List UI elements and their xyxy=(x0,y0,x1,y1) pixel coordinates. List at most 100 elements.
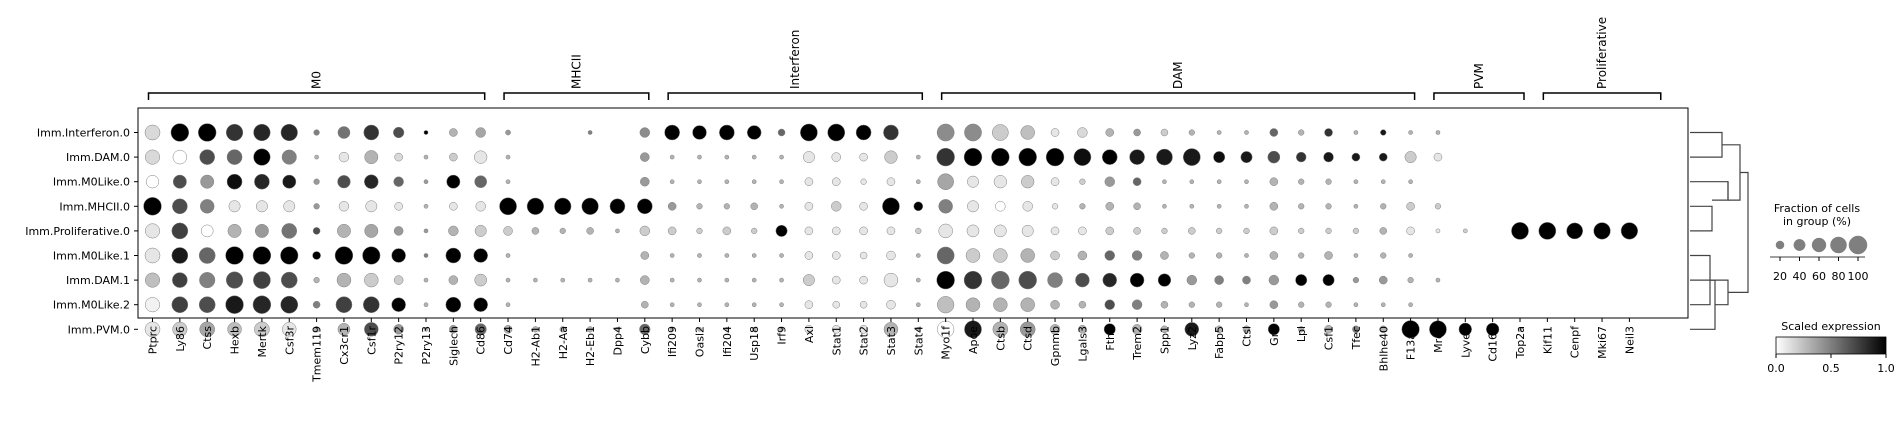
dot-Imm.DAM.1-Fth1 xyxy=(1102,272,1117,288)
dot-Imm.PVM.0-Fabp5 xyxy=(1215,325,1223,334)
gene-label: Csf1r xyxy=(365,326,378,355)
dot-Imm.M0Like.1-Csf3r xyxy=(280,246,299,265)
dot-Imm.M0Like.0-P2ry12 xyxy=(393,176,404,187)
dot-Imm.MHCII.0-Ctsb xyxy=(995,201,1006,212)
gene-label: Neil3 xyxy=(1623,326,1636,354)
dot-Imm.DAM.1-H2-Aa xyxy=(560,277,566,283)
dot-Imm.DAM.0-Cybb xyxy=(640,152,650,162)
dot-Imm.Proliferative.0-Dpp4 xyxy=(615,228,620,234)
gene-label: Mertk xyxy=(256,325,269,357)
gene-label: Ly86 xyxy=(174,326,187,352)
dot-Imm.M0Like.0-Csf3r xyxy=(282,174,297,189)
dot-Imm.DAM.1-Stat2 xyxy=(859,275,868,285)
dot-Imm.M0Like.1-Grn xyxy=(1269,251,1279,260)
size-legend-label: 60 xyxy=(1812,270,1826,283)
dot-Imm.MHCII.0-Gpnmb xyxy=(1051,203,1059,210)
dot-Imm.Proliferative.0-Fabp5 xyxy=(1216,227,1223,234)
gene-label: Hexb xyxy=(229,326,242,354)
size-legend-dot xyxy=(1848,235,1868,255)
gene-label: Cd86 xyxy=(475,326,488,355)
dot-Imm.M0Like.2-Apoe xyxy=(965,297,981,312)
gene-label: Tfec xyxy=(1350,326,1363,350)
dot-Imm.Interferon.0-Mrc1 xyxy=(1435,130,1441,135)
gene-label: Mki67 xyxy=(1596,326,1609,359)
dot-Imm.M0Like.0-Usp18 xyxy=(751,179,757,184)
gene-label: Fth1 xyxy=(1104,326,1117,351)
gene-label: Cybb xyxy=(639,326,652,354)
dot-Imm.DAM.1-Hexb xyxy=(226,271,244,289)
dot-Imm.DAM.0-Lgals3 xyxy=(1073,148,1092,166)
dot-Imm.Interferon.0-Stat2 xyxy=(855,124,872,141)
dot-Imm.M0Like.1-P2ry13 xyxy=(423,253,429,258)
dot-Imm.DAM.1-Cd86 xyxy=(474,273,487,287)
dot-Imm.DAM.1-Csf3r xyxy=(280,271,298,289)
dot-Imm.Interferon.0-Ly86 xyxy=(170,123,190,142)
dot-Imm.PVM.0-Stat2 xyxy=(859,325,868,334)
dot-Imm.Proliferative.0-Ctss xyxy=(200,224,214,238)
dot-Imm.M0Like.2-Fth1 xyxy=(1104,299,1115,310)
gene-label: Kif11 xyxy=(1541,326,1554,354)
dot-Imm.Proliferative.0-Cybb xyxy=(639,225,650,237)
dot-Imm.M0Like.0-Myo1f xyxy=(937,173,954,190)
gene-label: Ifi204 xyxy=(721,326,734,357)
gene-label: Top2a xyxy=(1514,326,1527,359)
dendro-link xyxy=(1690,131,1723,158)
dot-Imm.PVM.0-Fth1 xyxy=(1103,323,1116,336)
dot-Imm.DAM.0-Csf1 xyxy=(1323,151,1334,163)
dot-Imm.DAM.0-Tmem119 xyxy=(314,154,319,160)
dot-Imm.Proliferative.0-Gpnmb xyxy=(1050,226,1060,236)
dot-Imm.DAM.1-Dpp4 xyxy=(615,277,620,283)
dot-Imm.Interferon.0-P2ry13 xyxy=(423,130,429,135)
dot-Imm.Interferon.0-Hexb xyxy=(226,123,244,142)
dendro-link xyxy=(1728,171,1749,293)
dot-Imm.M0Like.2-Bhlhe40 xyxy=(1380,302,1386,307)
dot-Imm.MHCII.0-Cd74 xyxy=(499,197,517,216)
group-label: Imm.DAM.0 xyxy=(66,151,130,164)
dot-Imm.Interferon.0-Ifi209 xyxy=(664,124,680,141)
dot-Imm.M0Like.2-Stat1 xyxy=(832,300,840,309)
dot-Imm.Proliferative.0-Trem2 xyxy=(1133,227,1141,235)
group-label: Imm.M0Like.1 xyxy=(53,250,130,263)
dot-Imm.M0Like.0-Tfec xyxy=(1353,179,1359,184)
dot-Imm.M0Like.1-Mertk xyxy=(252,246,272,265)
gene-label: Cenpf xyxy=(1569,325,1582,358)
dot-Imm.MHCII.0-Siglech xyxy=(449,202,458,211)
dot-Imm.M0Like.2-Cx3cr1 xyxy=(335,296,353,314)
dot-Imm.MHCII.0-Tmem119 xyxy=(313,203,320,210)
dot-Imm.Interferon.0-Cybb xyxy=(639,127,650,138)
dot-Imm.Interferon.0-Ctsl xyxy=(1244,130,1249,135)
dot-Imm.Proliferative.0-Usp18 xyxy=(751,227,758,234)
dot-Imm.DAM.0-Lpl xyxy=(1296,151,1307,163)
dot-Imm.M0Like.2-Ctss xyxy=(198,296,216,314)
dot-Imm.M0Like.1-Lyz2 xyxy=(1188,252,1195,259)
dot-Imm.PVM.0-Axl xyxy=(804,325,814,334)
gene-label: P2ry12 xyxy=(393,326,406,365)
bracket-Proliferative xyxy=(1542,92,1662,100)
dot-Imm.DAM.1-Trem2 xyxy=(1129,272,1145,288)
dot-Imm.Proliferative.0-H2-Eb1 xyxy=(586,227,594,235)
color-legend-title: Scaled expression xyxy=(1781,320,1880,333)
dot-Imm.DAM.1-Ctsl xyxy=(1242,275,1251,285)
dot-Imm.Proliferative.0-Cd86 xyxy=(474,224,487,237)
gene-label: Mrc1 xyxy=(1432,326,1445,353)
dot-Imm.M0Like.1-Tmem119 xyxy=(312,251,321,260)
size-legend-label: 40 xyxy=(1793,270,1807,283)
dot-Imm.DAM.1-Tmem119 xyxy=(313,277,320,284)
dot-Imm.Interferon.0-Lgals3 xyxy=(1077,127,1088,138)
dot-Imm.PVM.0-H2-Eb1 xyxy=(587,326,594,333)
dot-Imm.DAM.1-Cybb xyxy=(640,275,650,285)
gene-label: Ctss xyxy=(201,326,214,350)
dot-Imm.DAM.0-Stat3 xyxy=(884,150,898,164)
dot-Imm.Interferon.0-Tfec xyxy=(1353,130,1359,135)
dot-Imm.DAM.1-Mertk xyxy=(253,271,271,289)
gene-label: F13a1 xyxy=(1405,326,1418,360)
dot-Imm.MHCII.0-P2ry13 xyxy=(423,204,429,209)
dot-Imm.MHCII.0-Cx3cr1 xyxy=(338,201,350,212)
size-legend-label: 80 xyxy=(1832,270,1846,283)
dot-Imm.M0Like.2-Stat3 xyxy=(886,299,896,310)
size-legend-title: in group (%) xyxy=(1783,215,1851,228)
dot-Imm.Interferon.0-Ctsb xyxy=(992,124,1009,141)
dot-Imm.Proliferative.0-Cenpf xyxy=(1566,222,1583,240)
bracket-DAM xyxy=(940,92,1416,100)
dot-Imm.M0Like.2-Csf1 xyxy=(1325,301,1332,308)
